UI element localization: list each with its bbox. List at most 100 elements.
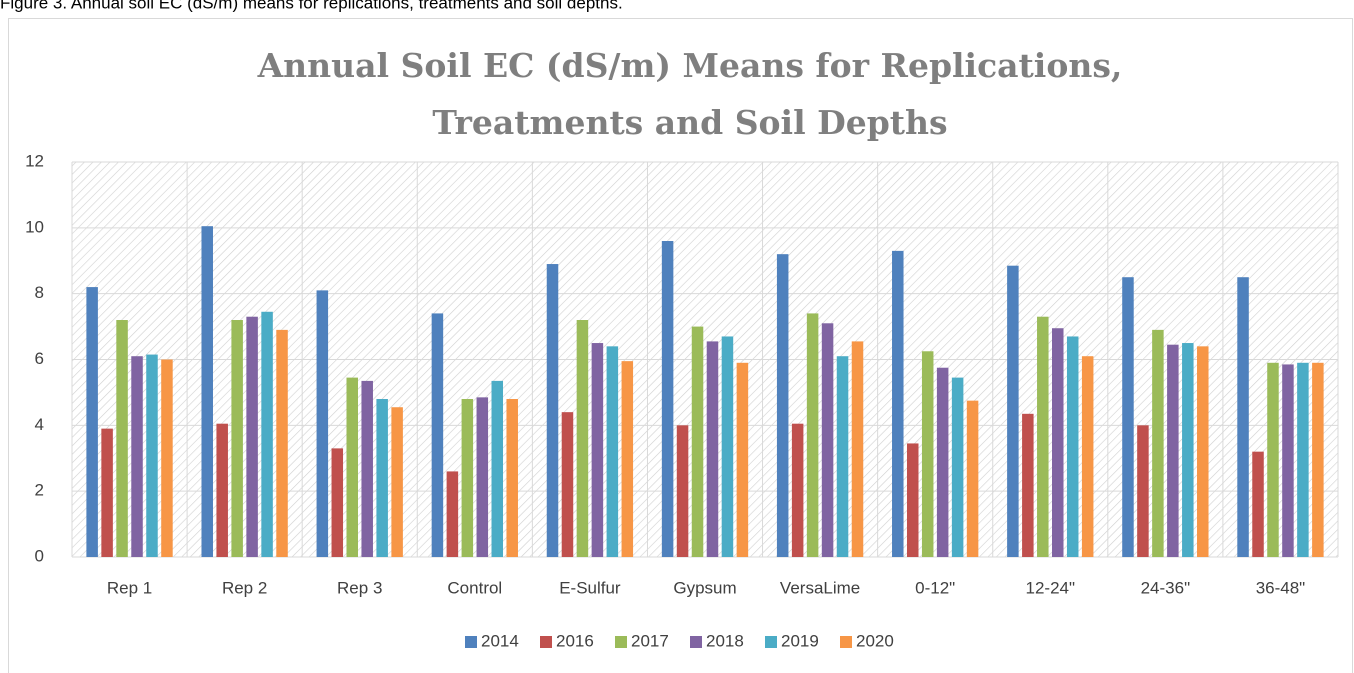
- bar: [391, 407, 403, 557]
- bar: [446, 471, 459, 557]
- x-tick-label: Rep 1: [107, 578, 152, 597]
- bar: [1167, 344, 1179, 557]
- bar: [836, 356, 849, 557]
- legend-swatch: [540, 636, 552, 648]
- x-tick-label: VersaLime: [780, 578, 860, 597]
- bar: [1152, 329, 1164, 557]
- bar: [1282, 364, 1294, 557]
- bar: [491, 380, 504, 557]
- bar: [361, 380, 373, 557]
- bar: [231, 320, 243, 557]
- bar: [506, 399, 518, 557]
- bar: [476, 397, 489, 557]
- legend-swatch: [465, 636, 477, 648]
- bar: [1312, 362, 1324, 557]
- bar: [691, 326, 704, 557]
- bar: [216, 423, 228, 557]
- bar: [591, 343, 604, 557]
- bar: [1297, 362, 1309, 557]
- bar: [906, 443, 919, 557]
- bar: [1237, 277, 1249, 557]
- x-tick-label: 36-48": [1256, 578, 1306, 597]
- bar: [921, 351, 934, 557]
- bar: [346, 377, 359, 557]
- bar: [1267, 362, 1279, 557]
- y-tick-label: 8: [35, 283, 44, 302]
- legend-label: 2017: [631, 631, 669, 650]
- bar: [1182, 343, 1194, 557]
- bar: [621, 361, 634, 557]
- x-tick-label: 24-36": [1141, 578, 1191, 597]
- bar: [431, 313, 444, 557]
- bar: [561, 412, 574, 557]
- bar: [892, 250, 904, 557]
- bar: [116, 320, 128, 557]
- bar: [851, 341, 864, 557]
- bar: [201, 226, 213, 557]
- bar: [1081, 356, 1094, 557]
- x-tick-label: E-Sulfur: [559, 578, 621, 597]
- legend-label: 2020: [856, 631, 894, 650]
- bar: [146, 354, 158, 557]
- chart-title: Treatments and Soil Depths: [432, 103, 947, 142]
- x-tick-label: Control: [447, 578, 502, 597]
- bar: [661, 241, 674, 557]
- bar: [376, 399, 388, 557]
- bar: [1066, 336, 1079, 557]
- bar: [161, 359, 173, 557]
- x-tick-label: 12-24": [1026, 578, 1076, 597]
- legend-swatch: [690, 636, 702, 648]
- y-tick-label: 12: [25, 151, 44, 170]
- legend-label: 2019: [781, 631, 819, 650]
- bar: [706, 341, 719, 557]
- bar: [131, 356, 143, 557]
- bar: [966, 400, 979, 557]
- legend-swatch: [615, 636, 627, 648]
- bar: [101, 428, 113, 557]
- bar: [736, 362, 749, 557]
- bar: [776, 254, 789, 557]
- y-tick-label: 10: [25, 217, 44, 236]
- x-tick-label: 0-12": [915, 578, 955, 597]
- bar: [1037, 316, 1049, 557]
- bar: [1252, 451, 1264, 557]
- legend-swatch: [765, 636, 777, 648]
- bar: [1051, 328, 1064, 557]
- bar: [791, 423, 804, 557]
- caption: Figure 3. Annual soil EC (dS/m) means fo…: [0, 0, 623, 12]
- bar: [1122, 277, 1134, 557]
- bar: [461, 399, 474, 557]
- bar: [316, 290, 329, 557]
- bar: [806, 313, 819, 557]
- bar: [606, 346, 619, 557]
- y-tick-label: 4: [35, 415, 44, 434]
- x-tick-label: Gypsum: [673, 578, 736, 597]
- y-tick-label: 0: [35, 546, 44, 565]
- bar: [546, 264, 559, 557]
- legend-swatch: [840, 636, 852, 648]
- x-tick-label: Rep 2: [222, 578, 267, 597]
- bar: [276, 329, 288, 557]
- bar: [721, 336, 734, 557]
- y-tick-label: 2: [35, 481, 44, 500]
- legend-label: 2016: [556, 631, 594, 650]
- bar: [331, 448, 344, 557]
- legend-label: 2018: [706, 631, 744, 650]
- chart-title: Annual Soil EC (dS/m) Means for Replicat…: [257, 46, 1123, 85]
- bar: [1137, 425, 1149, 557]
- bar: [936, 367, 949, 557]
- legend-label: 2014: [481, 631, 519, 650]
- x-tick-label: Rep 3: [337, 578, 382, 597]
- y-tick-label: 6: [35, 349, 44, 368]
- bar: [951, 377, 964, 557]
- bar: [1022, 413, 1034, 557]
- bar: [1197, 346, 1209, 557]
- bar: [261, 311, 273, 557]
- bar: [676, 425, 689, 557]
- bar: [86, 287, 98, 557]
- bar: [821, 323, 834, 557]
- bar: [246, 316, 258, 557]
- bar: [1007, 265, 1019, 557]
- bar: [576, 320, 589, 557]
